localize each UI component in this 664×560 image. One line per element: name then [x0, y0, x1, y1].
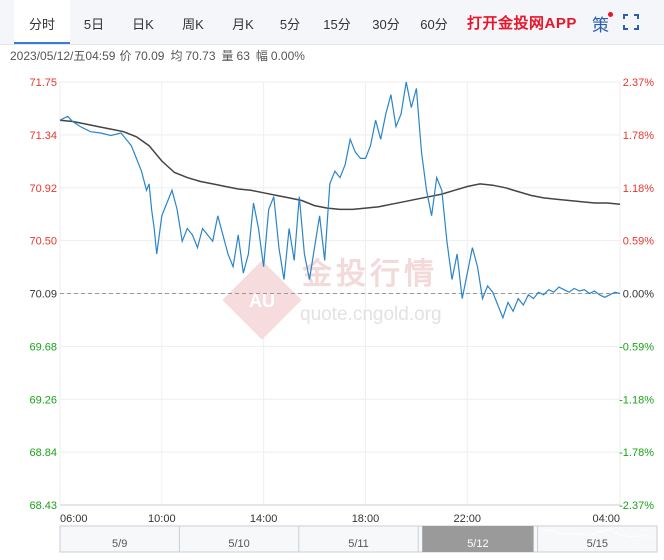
time-axis: 06:00 10:00 14:00 18:00 22:00 04:00 — [60, 513, 620, 525]
percent-tick-label: 2.37% — [623, 77, 654, 89]
time-tick-label: 18:00 — [352, 513, 380, 525]
date-range-navigator[interactable]: 5/9 5/10 5/11 5/12 5/15 — [59, 525, 658, 553]
time-tick-label: 14:00 — [250, 513, 278, 525]
price-tick-label: 68.43 — [29, 500, 57, 512]
price-tick-label: 70.09 — [29, 289, 57, 301]
change-value: 0.00% — [270, 49, 305, 63]
notification-dot — [608, 12, 613, 17]
navigator-date-label: 5/10 — [228, 538, 249, 550]
change-label: 幅 — [255, 49, 268, 63]
price-tick-label: 70.50 — [29, 236, 57, 248]
price-value: 70.09 — [134, 49, 165, 63]
watermark-logo-text: AU — [249, 291, 275, 311]
volume-value: 63 — [236, 49, 250, 63]
watermark: AU 金投行情 quote.cngold.org — [222, 257, 442, 340]
percent-tick-label: 1.78% — [623, 130, 654, 142]
navigator-date-label: 5/12 — [467, 538, 488, 550]
navigator-date-label: 5/11 — [348, 538, 369, 550]
tab-daily-k[interactable]: 日K — [132, 17, 154, 32]
quote-datetime: 2023/05/12/五04:59 — [10, 49, 116, 63]
left-price-axis: 71.75 71.34 70.92 70.50 70.09 69.68 69.26 68.84… — [29, 77, 57, 512]
price-tick-label: 69.68 — [29, 341, 57, 353]
navigator-selection — [422, 526, 534, 552]
percent-tick-label: -2.37% — [619, 500, 654, 512]
tab-15-min[interactable]: 15分 — [323, 17, 351, 32]
price-tick-label: 70.92 — [29, 183, 57, 195]
percent-tick-label: -1.18% — [619, 394, 654, 406]
tab-monthly-k[interactable]: 月K — [232, 17, 254, 32]
open-app-link[interactable]: 打开金投网APP — [467, 15, 577, 32]
tab-intraday[interactable]: 分时 — [14, 0, 70, 44]
tab-60-min[interactable]: 60分 — [420, 17, 448, 32]
watermark-en-text: quote.cngold.org — [300, 304, 442, 325]
avg-value: 70.73 — [185, 49, 216, 63]
time-tick-label: 04:00 — [592, 513, 620, 525]
period-tab-bar: 分时 5日 日K 周K 月K 5分 15分 30分 60分 打开金投网APP 策 — [0, 0, 664, 45]
avg-label: 均 — [170, 49, 183, 63]
time-tick-label: 06:00 — [60, 513, 88, 525]
tab-30-min[interactable]: 30分 — [372, 17, 400, 32]
percent-tick-label: 1.18% — [623, 183, 654, 195]
percent-tick-label: -0.59% — [619, 341, 654, 353]
time-tick-label: 22:00 — [454, 513, 482, 525]
volume-label: 量 — [221, 49, 234, 63]
navigator-sparkline — [541, 528, 653, 538]
navigator-date-label: 5/9 — [112, 538, 127, 550]
price-tick-label: 71.34 — [29, 130, 57, 142]
right-percent-axis: 2.37% 1.78% 1.18% 0.59% 0.00% -0.59% -1.18% -1.… — [619, 77, 654, 512]
watermark-logo — [222, 260, 302, 340]
fullscreen-icon[interactable] — [623, 14, 639, 30]
price-tick-label: 68.84 — [29, 447, 57, 459]
watermark-cn-text: 金投行情 — [301, 257, 438, 292]
time-tick-label: 10:00 — [148, 513, 176, 525]
percent-tick-label: 0.00% — [623, 289, 654, 301]
price-tick-label: 69.26 — [29, 394, 57, 406]
navigator-frame — [59, 525, 658, 553]
price-line — [59, 81, 621, 320]
average-price-line — [59, 119, 621, 211]
percent-tick-label: -1.78% — [619, 447, 654, 459]
quote-info-line: 2023/05/12/五04:59 价 70.09 均 70.73 量 63 幅 0.00% — [10, 47, 311, 64]
strategy-icon[interactable]: 策 — [592, 16, 609, 36]
percent-tick-label: 0.59% — [623, 236, 654, 248]
tab-weekly-k[interactable]: 周K — [182, 17, 204, 32]
tab-5-day[interactable]: 5日 — [83, 17, 105, 32]
price-tick-label: 71.75 — [29, 77, 57, 89]
price-label: 价 — [119, 49, 132, 63]
tab-5-min[interactable]: 5分 — [279, 17, 301, 32]
navigator-date-label: 5/15 — [587, 538, 608, 550]
